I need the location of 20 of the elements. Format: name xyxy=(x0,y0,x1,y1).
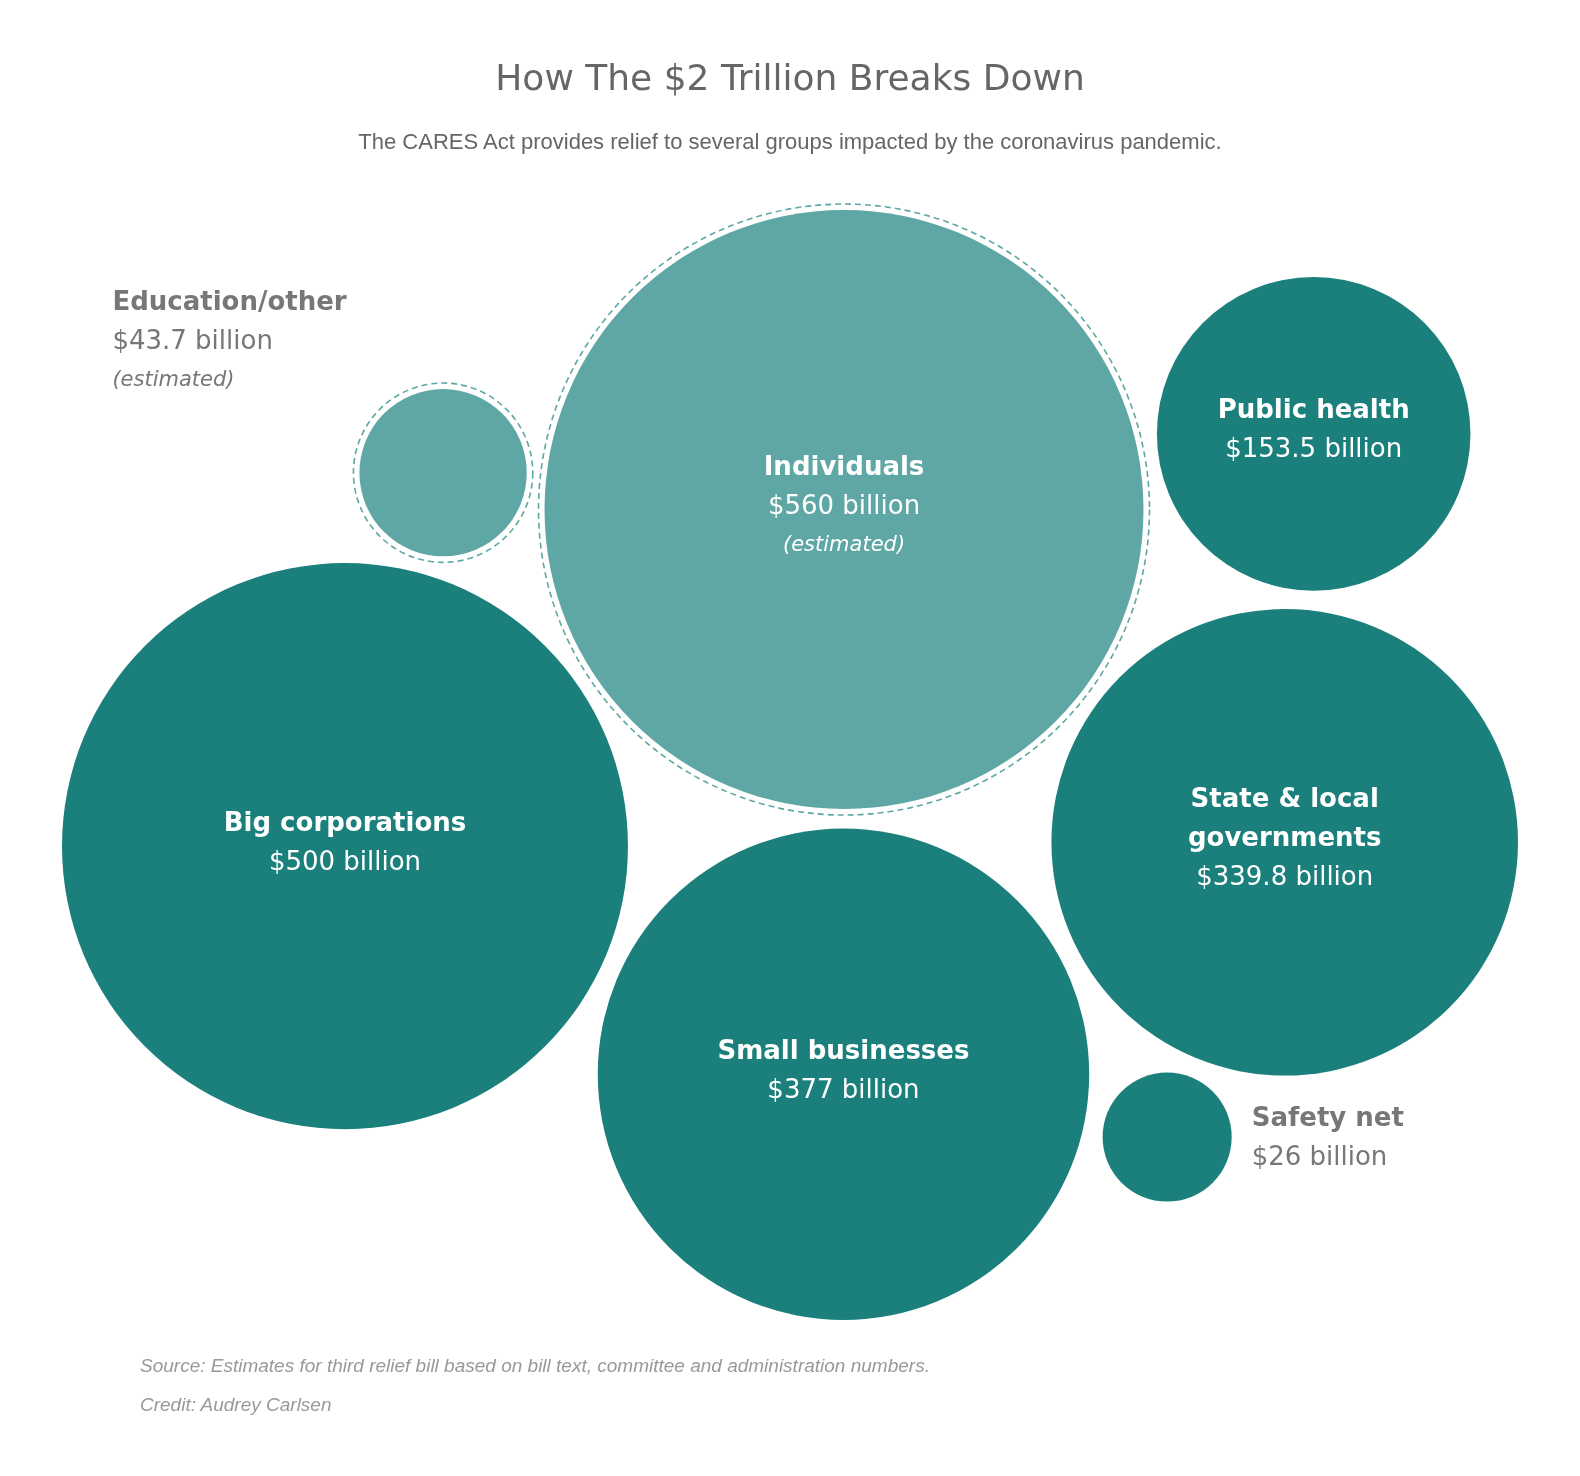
text: The CARES Act provides relief to several groups impacted by the coronavirus pandemic. xyxy=(358,129,1222,154)
category-label: Education/other xyxy=(112,285,347,316)
data-label: $153.5 billion xyxy=(1225,433,1403,464)
category-label: Public health xyxy=(1217,394,1410,425)
data-label: $500 billion xyxy=(268,845,422,876)
text: (estimated) xyxy=(112,366,235,391)
category-label: State & local governments xyxy=(1187,783,1382,853)
category-label: Big corporations xyxy=(223,806,467,837)
data-label: $43.7 billion xyxy=(112,324,273,355)
data-label: $26 billion xyxy=(1251,1140,1388,1171)
data-label: $377 billion xyxy=(767,1073,920,1104)
category-label: Small businesses xyxy=(717,1034,970,1065)
category-label: Safety net xyxy=(1251,1101,1404,1132)
text: Credit: Audrey Carlsen xyxy=(140,1394,332,1415)
text: How The $2 Trillion Breaks Down xyxy=(495,57,1085,98)
data-label: $339.8 billion xyxy=(1196,861,1374,892)
source-note: Source: Estimates for third relief bill based on bill text, committee and administration numbers. xyxy=(140,1355,930,1376)
text: (estimated) xyxy=(782,531,906,556)
category-label: Individuals xyxy=(763,450,925,481)
data-label: $560 billion xyxy=(767,489,921,520)
